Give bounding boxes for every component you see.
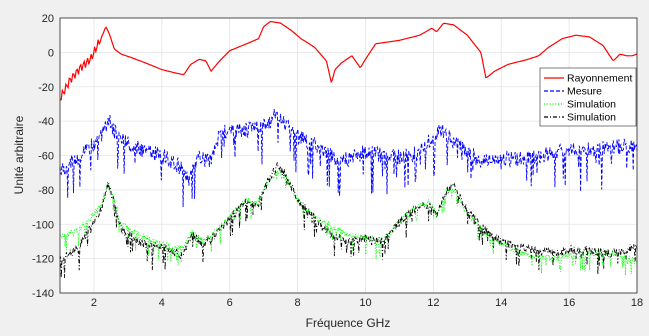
series-line-mesure [59,108,638,208]
legend-label-simulation-black: Simulation [567,112,616,124]
legend-label-simulation-green: Simulation [567,99,616,111]
y-tick-label: -140 [32,288,54,300]
plot-frame [59,17,638,294]
x-tick-label: 4 [159,297,165,309]
x-tick-label: 12 [427,297,439,309]
x-tick-label: 14 [495,297,507,309]
x-tick-label: 10 [359,297,371,309]
x-tick-label: 18 [631,297,643,309]
y-tick-label: 0 [48,47,54,59]
y-tick-label: -40 [38,116,54,128]
legend-label-rayonnement: Rayonnement [567,73,632,85]
series-line-simulation-green [59,169,638,276]
x-axis-label: Fréquence GHz [306,316,391,330]
x-tick-label: 8 [295,297,301,309]
series-line-rayonnement [59,20,638,101]
y-tick-label: 20 [42,13,54,25]
y-axis-label: Unité arbitraire [12,115,26,194]
x-tick-label: 16 [563,297,575,309]
series-line-simulation-black [59,162,638,278]
y-tick-label: -80 [38,185,54,197]
tick-labels: 2 4 6 8 10 12 14 16 18 20 0 -20 -40 -60 -80 -100 -120 -14… [32,13,643,309]
y-tick-label: -100 [32,219,54,231]
y-tick-label: -60 [38,151,54,163]
series-group [59,20,638,278]
legend-label-mesure: Mesure [567,86,602,98]
x-tick-label: 2 [91,297,97,309]
y-tick-label: -120 [32,254,54,266]
y-tick-label: -20 [38,82,54,94]
x-tick-label: 6 [227,297,233,309]
